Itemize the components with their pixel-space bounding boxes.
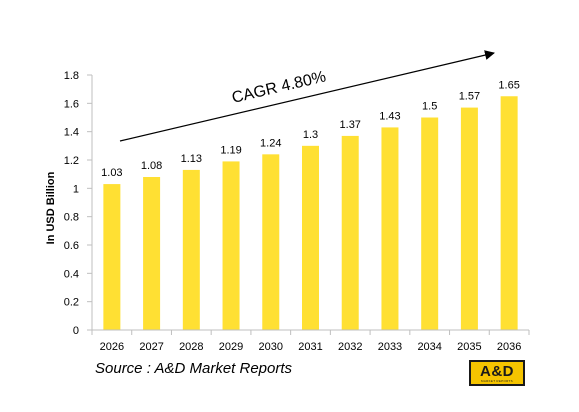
cagr-trend-arrow bbox=[119, 50, 495, 142]
y-tick-label: 1.6 bbox=[64, 98, 79, 110]
y-tick-label: 0 bbox=[73, 325, 79, 337]
data-label: 1.57 bbox=[459, 91, 480, 103]
bar-2027 bbox=[143, 177, 161, 330]
bar-2036 bbox=[500, 96, 518, 330]
x-tick-label: 2032 bbox=[338, 341, 362, 353]
data-label: 1.43 bbox=[379, 110, 400, 122]
x-tick-label: 2026 bbox=[100, 341, 124, 353]
logo-tagline: MARKET REPORTS bbox=[481, 378, 513, 383]
bars bbox=[103, 96, 518, 331]
source-note: Source : A&D Market Reports bbox=[95, 360, 293, 377]
x-tick-label: 2027 bbox=[139, 341, 163, 353]
data-label: 1.24 bbox=[260, 137, 281, 149]
bar-2034 bbox=[421, 117, 439, 330]
y-tick-label: 1.4 bbox=[64, 127, 79, 139]
y-tick-label: 1 bbox=[73, 183, 79, 195]
data-label: 1.08 bbox=[141, 160, 162, 172]
y-axis-ticks: 0 0.2 0.4 0.6 0.8 1 1.2 1.4 1.6 1.8 bbox=[64, 70, 92, 337]
x-tick-label: 2035 bbox=[457, 341, 481, 353]
bar-2028 bbox=[182, 169, 200, 330]
logo-wordmark: A&D bbox=[480, 362, 514, 380]
data-label: 1.03 bbox=[101, 167, 122, 179]
bar-2033 bbox=[381, 127, 399, 331]
bar-2031 bbox=[302, 145, 319, 330]
bar-2026 bbox=[103, 184, 121, 330]
y-axis-title: In USD Billion bbox=[45, 171, 57, 244]
y-tick-label: 0.4 bbox=[64, 268, 79, 280]
y-tick-label: 0.2 bbox=[64, 297, 79, 309]
y-tick-label: 0.8 bbox=[64, 212, 79, 224]
y-tick-label: 1.8 bbox=[64, 70, 79, 82]
x-tick-label: 2033 bbox=[378, 341, 402, 353]
data-label: 1.65 bbox=[498, 79, 519, 91]
data-label: 1.3 bbox=[303, 129, 318, 141]
bar-2030 bbox=[262, 154, 280, 330]
x-tick-label: 2029 bbox=[219, 341, 243, 353]
y-tick-label: 1.2 bbox=[64, 155, 79, 167]
company-logo: A&D MARKET REPORTS bbox=[469, 360, 525, 386]
cagr-label: CAGR 4.80% bbox=[230, 68, 327, 106]
x-tick-label: 2030 bbox=[259, 341, 283, 353]
data-label: 1.37 bbox=[340, 119, 361, 131]
x-tick-label: 2028 bbox=[179, 341, 203, 353]
data-label: 1.5 bbox=[422, 101, 437, 113]
x-tick-label: 2031 bbox=[298, 341, 322, 353]
bar-2029 bbox=[222, 161, 240, 330]
y-tick-label: 0.6 bbox=[64, 240, 79, 252]
data-label: 1.13 bbox=[181, 153, 202, 165]
data-label: 1.19 bbox=[220, 144, 241, 156]
x-axis-ticks: 2026 2027 2028 2029 2030 2031 2032 2033 2034 2035… bbox=[91, 330, 530, 353]
data-labels: 1.03 1.08 1.13 1.19 1.24 1.3 1.37 1.43 1.5 1.57 1.… bbox=[101, 79, 520, 179]
bar-2032 bbox=[341, 135, 359, 330]
x-tick-label: 2034 bbox=[417, 341, 441, 353]
x-tick-label: 2036 bbox=[497, 341, 521, 353]
bar-2035 bbox=[460, 107, 478, 330]
